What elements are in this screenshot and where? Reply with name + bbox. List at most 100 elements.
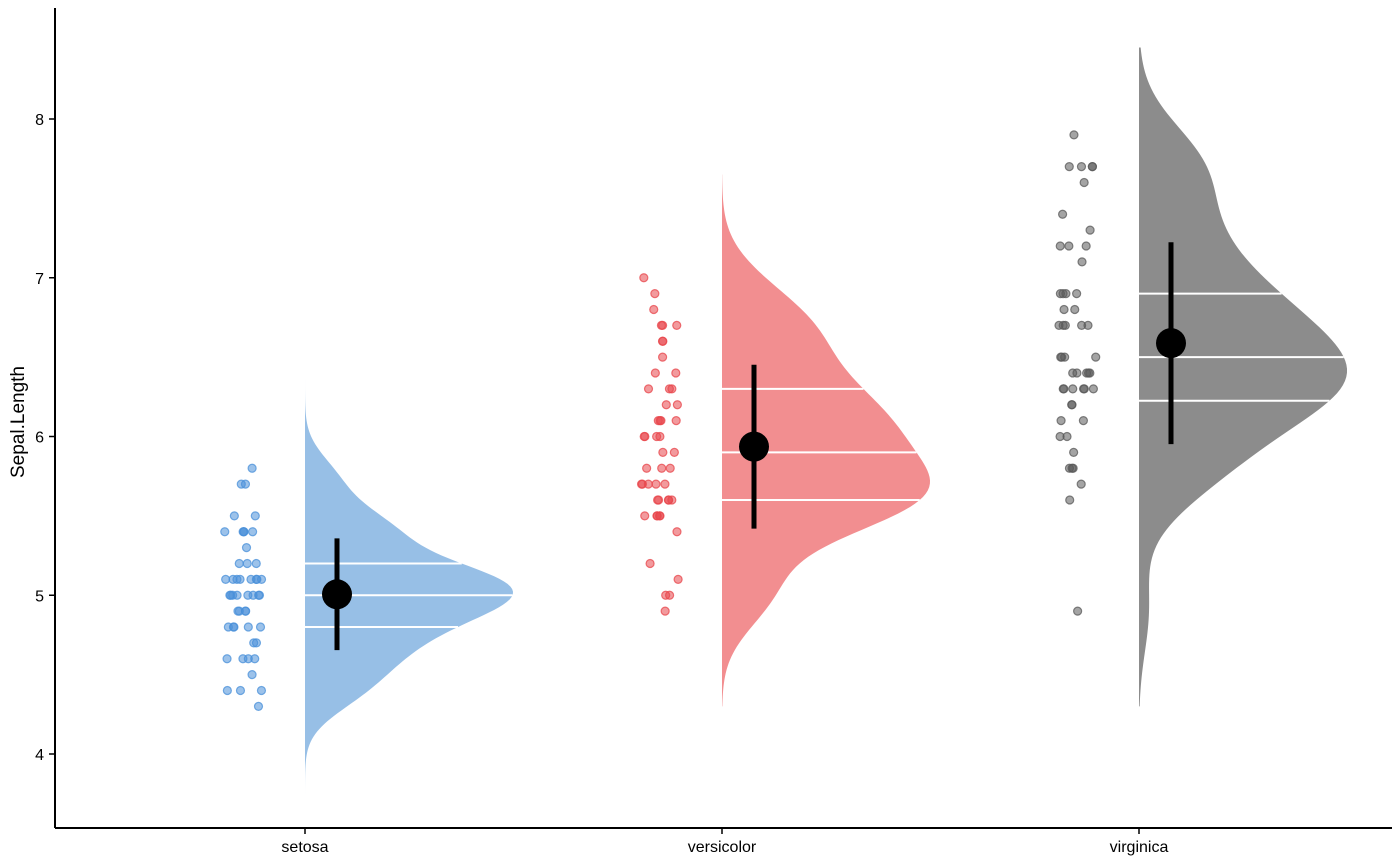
data-point-setosa xyxy=(247,670,257,680)
data-point-setosa xyxy=(241,543,252,553)
data-point-versicolor xyxy=(657,352,668,362)
data-point-virginica xyxy=(1087,162,1098,172)
data-point-virginica xyxy=(1065,495,1075,505)
data-point-setosa xyxy=(251,638,262,648)
data-point-versicolor xyxy=(658,447,668,457)
axes: 4 5 6 7 8 setosa versicolor virginica Sepal.Le… xyxy=(8,8,1392,856)
data-point-virginica xyxy=(1069,130,1079,140)
data-point-setosa xyxy=(220,527,230,537)
data-point-virginica xyxy=(1085,225,1095,235)
y-ticks: 4 5 6 7 8 xyxy=(35,112,55,764)
data-point-setosa xyxy=(239,527,249,537)
data-point-versicolor xyxy=(661,400,671,410)
data-point-setosa xyxy=(229,622,239,632)
data-point-setosa xyxy=(256,685,267,696)
mean-point-virginica xyxy=(1156,328,1186,359)
data-point-virginica xyxy=(1078,416,1088,426)
data-point-setosa xyxy=(235,685,246,696)
data-point-setosa xyxy=(229,511,239,521)
data-point-setosa xyxy=(250,511,260,521)
data-point-versicolor xyxy=(640,511,650,521)
data-point-versicolor xyxy=(669,447,679,457)
data-point-setosa xyxy=(247,463,257,473)
data-point-setosa xyxy=(250,654,260,664)
density-cloud-setosa xyxy=(305,379,513,794)
data-point-versicolor xyxy=(649,304,659,315)
data-point-setosa xyxy=(255,622,266,632)
data-point-setosa xyxy=(241,606,251,616)
data-point-versicolor xyxy=(651,479,661,489)
data-point-setosa xyxy=(236,479,246,489)
data-point-virginica xyxy=(1076,162,1087,172)
x-tick-label-setosa: setosa xyxy=(281,839,328,856)
data-point-setosa xyxy=(248,527,258,537)
y-axis-title: Sepal.Length xyxy=(8,366,29,478)
data-point-virginica xyxy=(1067,400,1077,410)
data-point-virginica xyxy=(1064,241,1074,251)
data-point-setosa xyxy=(242,558,252,569)
data-point-setosa xyxy=(222,685,232,696)
data-point-virginica xyxy=(1085,368,1095,378)
y-tick-label: 6 xyxy=(35,430,44,447)
data-point-versicolor xyxy=(642,463,652,473)
data-point-versicolor xyxy=(652,495,663,505)
data-point-virginica xyxy=(1081,241,1091,251)
data-point-virginica xyxy=(1056,416,1066,426)
data-point-versicolor xyxy=(643,384,654,394)
x-tick-label-virginica: virginica xyxy=(1110,839,1169,856)
data-point-virginica xyxy=(1091,352,1101,362)
mean-point-setosa xyxy=(322,579,352,610)
data-point-virginica xyxy=(1072,289,1082,299)
data-point-versicolor xyxy=(672,527,682,537)
data-point-setosa xyxy=(253,701,264,711)
data-point-versicolor xyxy=(658,336,668,346)
data-point-virginica xyxy=(1072,368,1082,378)
data-point-virginica xyxy=(1056,352,1066,362)
data-point-virginica xyxy=(1062,431,1072,442)
data-point-versicolor xyxy=(658,320,668,330)
data-point-virginica xyxy=(1083,320,1093,330)
data-point-versicolor xyxy=(657,463,667,473)
data-point-versicolor xyxy=(667,495,677,505)
data-point-virginica xyxy=(1069,447,1079,457)
x-ticks: setosa versicolor virginica xyxy=(281,828,1168,856)
y-tick-label: 8 xyxy=(35,112,44,129)
data-point-virginica xyxy=(1078,384,1089,394)
data-point-virginica xyxy=(1073,606,1083,616)
data-point-versicolor xyxy=(660,606,670,616)
data-point-setosa xyxy=(251,558,261,569)
data-point-versicolor xyxy=(665,463,675,473)
data-point-virginica xyxy=(1079,177,1089,188)
y-tick-label: 5 xyxy=(35,588,44,605)
density-cloud-versicolor xyxy=(722,174,930,707)
data-point-versicolor xyxy=(652,431,662,442)
data-point-versicolor xyxy=(664,590,675,600)
data-point-versicolor xyxy=(650,368,660,378)
data-point-versicolor xyxy=(650,289,660,299)
data-point-virginica xyxy=(1068,463,1078,473)
data-point-versicolor xyxy=(664,384,675,394)
density-cloud-virginica xyxy=(1139,47,1347,707)
data-point-setosa xyxy=(243,622,253,632)
data-point-virginica xyxy=(1088,384,1099,394)
jitter-points xyxy=(220,130,1101,711)
data-point-virginica xyxy=(1057,209,1068,219)
data-point-virginica xyxy=(1070,304,1080,315)
data-point-versicolor xyxy=(671,416,681,426)
mean-sd-summaries xyxy=(322,242,1186,651)
data-point-versicolor xyxy=(672,400,682,410)
data-point-virginica xyxy=(1061,289,1071,299)
data-point-versicolor xyxy=(643,479,653,489)
data-point-versicolor xyxy=(673,574,683,584)
data-point-setosa xyxy=(254,590,264,600)
data-point-versicolor xyxy=(654,511,665,521)
data-point-setosa xyxy=(234,558,244,569)
data-point-virginica xyxy=(1058,384,1068,394)
data-point-setosa xyxy=(222,654,232,664)
data-point-versicolor xyxy=(660,479,670,489)
data-point-setosa xyxy=(238,654,248,664)
data-point-virginica xyxy=(1059,304,1069,315)
mean-point-versicolor xyxy=(739,431,769,462)
density-clouds xyxy=(305,47,1347,794)
